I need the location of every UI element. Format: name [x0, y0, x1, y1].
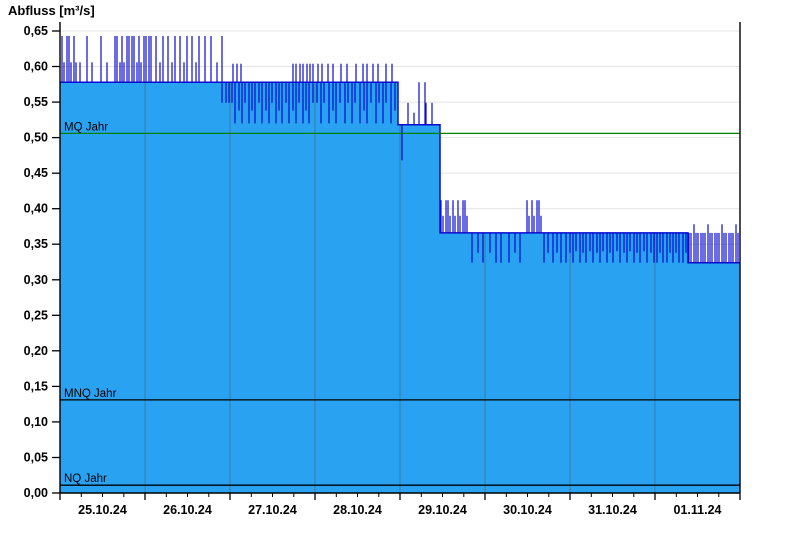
chart-title: Abfluss [m³/s]	[8, 3, 95, 18]
y-tick-label: 0,60	[24, 60, 48, 74]
x-date-label: 31.10.24	[588, 503, 637, 517]
y-tick-label: 0,10	[24, 415, 48, 429]
x-date-label: 29.10.24	[418, 503, 467, 517]
y-tick-label: 0,30	[24, 273, 48, 287]
y-tick-label: 0,45	[24, 166, 48, 180]
reference-line-label: MQ Jahr	[64, 121, 108, 133]
y-tick-label: 0,50	[24, 131, 48, 145]
axes: 0,00 0,05 0,10 0,15 0,20 0,25 0,30 0,35 0,40 0,45…	[24, 22, 741, 517]
y-tick-label: 0,40	[24, 202, 48, 216]
x-date-label: 25.10.24	[78, 503, 127, 517]
y-tick-label: 0,15	[24, 379, 48, 393]
y-tick-label: 0,65	[24, 24, 48, 38]
reference-line-label: NQ Jahr	[64, 473, 107, 485]
y-tick-label: 0,55	[24, 95, 48, 109]
y-tick-label: 0,20	[24, 344, 48, 358]
x-date-label: 27.10.24	[248, 503, 297, 517]
y-tick-label: 0,35	[24, 237, 48, 251]
reference-lines: MQ Jahr MNQ Jahr NQ Jahr	[60, 121, 740, 486]
x-date-label: 01.11.24	[674, 503, 722, 517]
y-tick-label: 0,00	[24, 486, 48, 500]
reference-line-label: MNQ Jahr	[64, 388, 117, 400]
x-date-label: 28.10.24	[333, 503, 382, 517]
y-tick-label: 0,05	[24, 451, 48, 465]
y-tick-label: 0,25	[24, 308, 48, 322]
x-date-label: 30.10.24	[503, 503, 552, 517]
series-noise-spikes	[61, 36, 739, 263]
x-date-label: 26.10.24	[163, 503, 212, 517]
series-top-line	[60, 81, 740, 264]
